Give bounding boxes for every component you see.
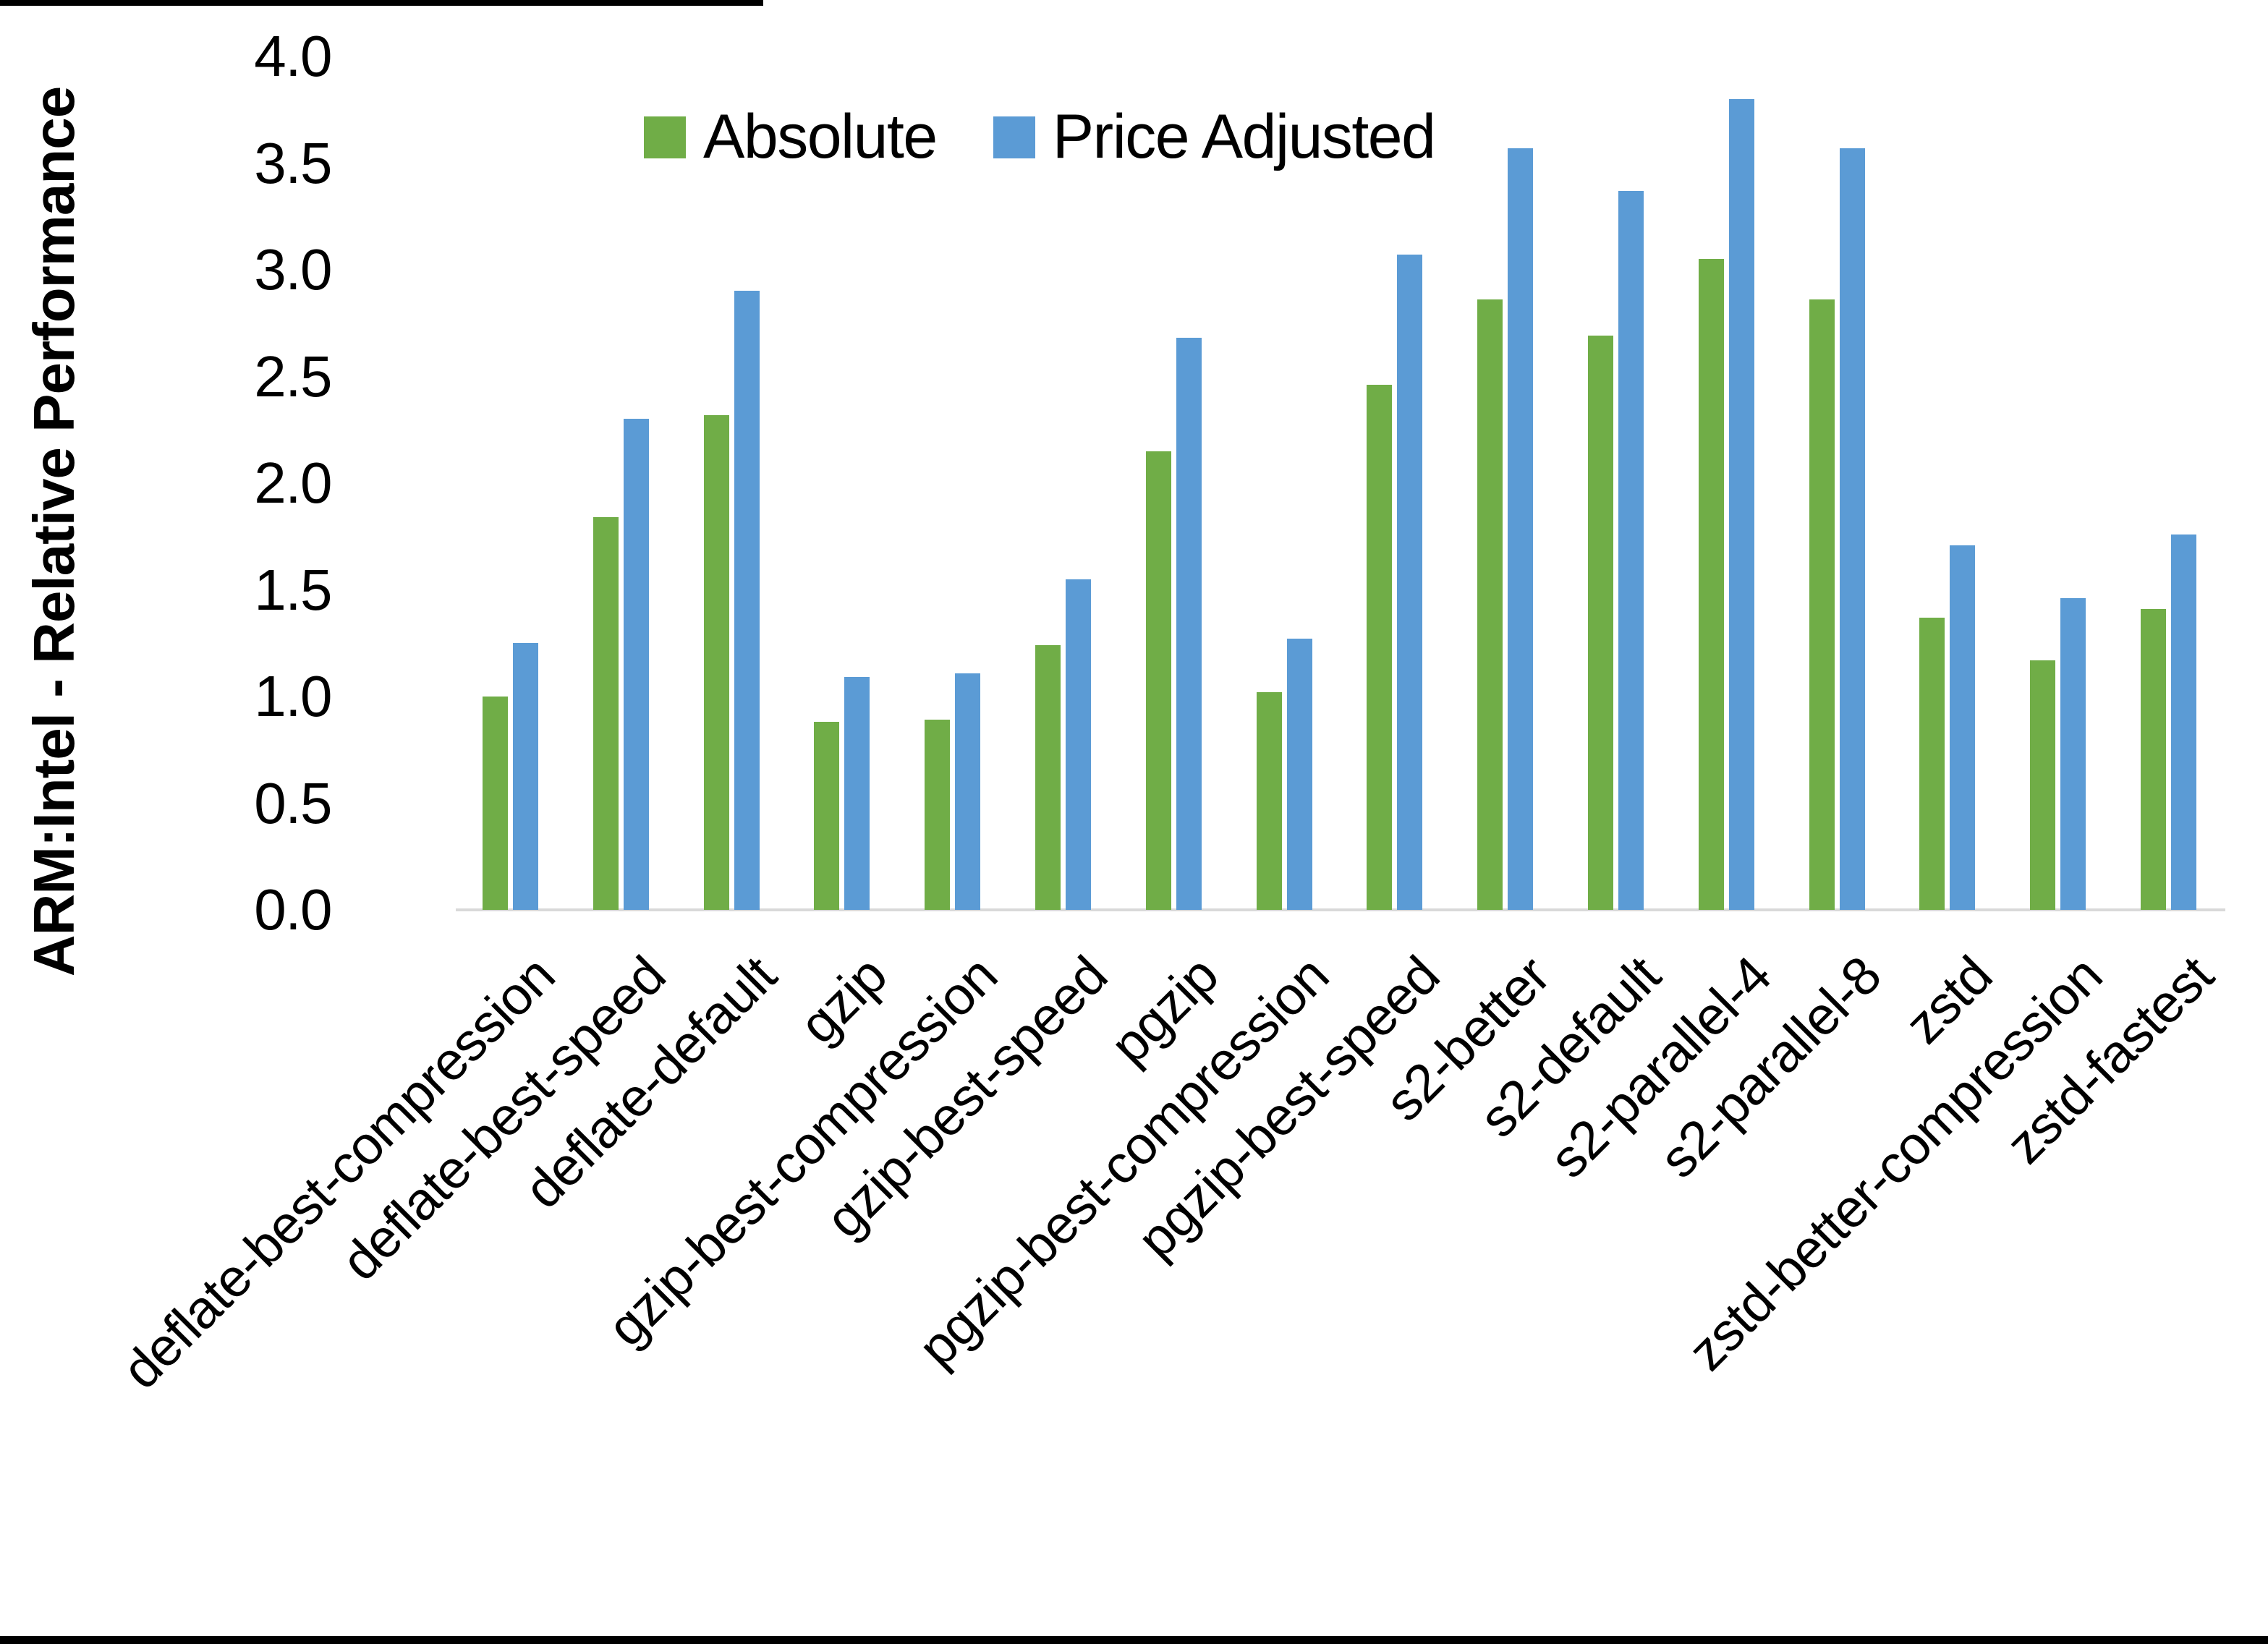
bar-price-adjusted-pgzip-best-compression bbox=[1287, 639, 1312, 910]
bar-absolute-s2-better bbox=[1477, 299, 1503, 910]
bar-price-adjusted-pgzip-best-speed bbox=[1397, 255, 1422, 910]
bar-absolute-gzip bbox=[814, 722, 839, 910]
bar-price-adjusted-zstd bbox=[1950, 545, 1975, 910]
y-tick-label: 3.5 bbox=[254, 130, 332, 195]
legend: Absolute Price Adjusted bbox=[644, 101, 1436, 173]
legend-label: Absolute bbox=[703, 102, 938, 171]
bar-absolute-zstd bbox=[1919, 618, 1945, 910]
bar-price-adjusted-gzip bbox=[844, 677, 870, 910]
bar-price-adjusted-zstd-fastest bbox=[2171, 534, 2196, 910]
bar-price-adjusted-gzip-best-speed bbox=[1066, 579, 1091, 910]
bar-absolute-deflate-best-speed bbox=[593, 517, 619, 910]
bar-price-adjusted-s2-default bbox=[1618, 191, 1644, 910]
bar-absolute-pgzip-best-compression bbox=[1257, 692, 1282, 910]
x-axis-line bbox=[456, 908, 2225, 911]
legend-swatch-icon bbox=[993, 116, 1035, 158]
bar-price-adjusted-pgzip bbox=[1176, 338, 1202, 910]
bottom-border-bar bbox=[0, 1636, 2268, 1644]
legend-item-price-adjusted: Price Adjusted bbox=[993, 101, 1436, 173]
bar-absolute-deflate-default bbox=[704, 415, 729, 910]
bar-absolute-pgzip bbox=[1146, 451, 1171, 910]
bar-absolute-s2-parallel-8 bbox=[1809, 299, 1835, 910]
bar-absolute-gzip-best-speed bbox=[1035, 645, 1061, 910]
bar-absolute-zstd-better-compression bbox=[2030, 660, 2055, 910]
bar-price-adjusted-s2-parallel-4 bbox=[1729, 99, 1754, 910]
y-tick-label: 1.0 bbox=[254, 664, 332, 728]
y-tick-label: 0.5 bbox=[254, 770, 332, 835]
y-tick-label: 2.0 bbox=[254, 451, 332, 515]
y-tick-label: 2.5 bbox=[254, 344, 332, 409]
x-tick-label-deflate-best-compression: deflate-best-compression bbox=[111, 945, 566, 1400]
y-tick-label: 1.5 bbox=[254, 557, 332, 622]
bar-price-adjusted-deflate-best-speed bbox=[624, 419, 649, 910]
legend-swatch-icon bbox=[644, 116, 686, 158]
y-tick-label: 4.0 bbox=[254, 24, 332, 88]
legend-item-absolute: Absolute bbox=[644, 101, 938, 173]
bar-price-adjusted-s2-better bbox=[1508, 148, 1533, 910]
legend-label: Price Adjusted bbox=[1052, 102, 1436, 171]
bar-absolute-deflate-best-compression bbox=[483, 697, 508, 910]
bar-price-adjusted-deflate-best-compression bbox=[513, 643, 538, 910]
y-tick-label: 0.0 bbox=[254, 877, 332, 942]
bar-absolute-pgzip-best-speed bbox=[1367, 385, 1392, 910]
top-border-line bbox=[0, 0, 763, 6]
bar-price-adjusted-gzip-best-compression bbox=[955, 673, 980, 910]
bar-absolute-s2-parallel-4 bbox=[1699, 259, 1724, 910]
bar-absolute-zstd-fastest bbox=[2141, 609, 2166, 910]
y-tick-label: 3.0 bbox=[254, 237, 332, 302]
bar-price-adjusted-deflate-default bbox=[734, 291, 760, 910]
bar-absolute-gzip-best-compression bbox=[925, 720, 950, 910]
bar-price-adjusted-s2-parallel-8 bbox=[1840, 148, 1865, 910]
bar-price-adjusted-zstd-better-compression bbox=[2060, 598, 2086, 910]
bar-absolute-s2-default bbox=[1588, 336, 1613, 910]
